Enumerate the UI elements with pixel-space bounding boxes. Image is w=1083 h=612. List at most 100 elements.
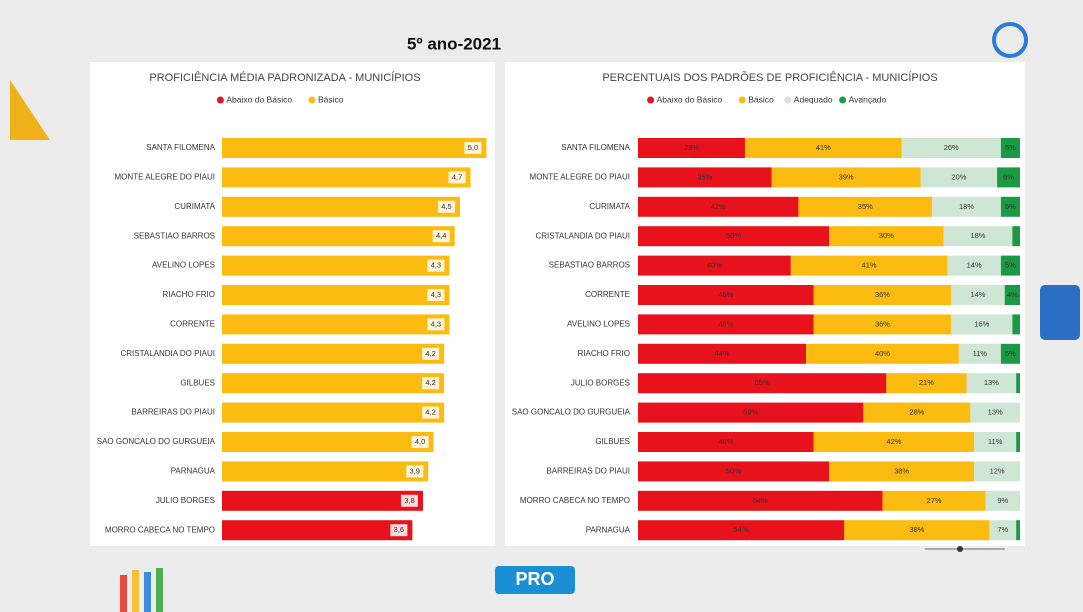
value-label: 6% [1003,172,1014,181]
bar-segment [638,196,799,217]
bar [222,196,460,217]
bar-segment [1012,314,1020,335]
value-label-box [422,347,440,360]
value-label: 40% [707,261,722,270]
value-label-box [464,142,482,154]
bar-segment [1016,373,1020,394]
bar-segment [790,255,948,276]
category-label: RIACHO FRIO [578,349,630,358]
value-label: 4,2 [425,349,435,358]
value-label: 36% [875,319,890,328]
value-label: 7% [997,525,1008,534]
value-label: 42% [886,437,901,446]
decor-magnifier [992,22,1028,58]
bar-segment [829,461,975,482]
value-label: 4,0 [415,437,425,446]
bar-segment [638,461,829,482]
value-label-box [422,377,440,390]
category-label: MORRO CABECA NO TEMPO [520,496,630,505]
value-label: 11% [973,349,988,358]
legend-label: Adequado [794,94,833,104]
bar-segment [951,314,1013,335]
bar-segment [638,373,887,394]
value-label: 28% [684,143,699,152]
legend-swatch [738,96,746,104]
slider-handle[interactable] [957,546,963,552]
category-label: SAO GONCALO DO GURGUEIA [97,437,216,446]
value-label: 46% [718,319,733,328]
bar [222,343,445,364]
value-label-box [427,289,445,301]
bar [222,432,434,452]
bar-segment [771,167,921,188]
value-label-box [427,318,445,331]
bar [222,520,413,541]
value-label-box [411,436,429,448]
legend-label: Básico [318,94,344,104]
value-label: 27% [927,496,942,505]
value-label: 46% [718,437,733,446]
value-label: 5,0 [468,143,478,152]
value-label-box [427,259,445,272]
value-label: 9% [997,496,1008,505]
bar-segment [638,314,814,335]
bar-segment [813,285,952,305]
legend-label: Básico [748,94,774,104]
category-label: AVELINO LOPES [152,261,215,270]
chart-title: PERCENTUAIS DOS PADRÕES DE PROFICIÊNCIA … [602,71,937,84]
category-label: AVELINO LOPES [567,320,630,329]
bar-segment [1012,226,1020,247]
decor-ruler [10,80,50,140]
bar-segment [798,196,933,217]
legend-label: Abaixo do Básico [226,94,292,104]
bar-segment [947,255,1001,276]
value-label: 20% [951,172,966,181]
category-label: BARREIRAS DO PIAUI [546,467,630,476]
legend-swatch [216,96,224,104]
decor-pencils [120,568,163,612]
bar-segment [1000,196,1020,217]
bar-segment [966,373,1017,394]
value-label: 44% [715,349,730,358]
bar-segment [829,226,944,247]
bar-segment [958,343,1001,364]
bar-segment [638,520,845,541]
value-label-box [400,494,418,507]
bar-segment [638,490,883,511]
chart-title: PROFICIÊNCIA MÉDIA PADRONIZADA - MUNICÍP… [149,71,420,84]
bar [222,461,429,482]
value-label-box [390,524,408,537]
value-label: 4,3 [431,290,441,299]
bar [222,490,423,511]
legend-swatch [784,96,792,104]
bar [222,373,445,394]
category-label: GILBUES [595,437,630,446]
bar-segment [970,402,1020,423]
category-label: JULIO BORGES [571,378,630,387]
value-label: 42% [711,202,726,211]
bar-segment [1000,343,1020,364]
category-label: GILBUES [180,378,215,387]
value-label: 21% [919,378,934,387]
bar-segment [638,255,791,276]
bar-segment [974,432,1017,452]
value-label-box [437,200,455,213]
value-label: 18% [959,202,974,211]
value-label: 3,8 [404,496,414,505]
bar-segment [997,167,1020,188]
value-label: 59% [743,408,758,417]
value-label: 50% [726,466,741,475]
value-label: 38% [909,525,924,534]
legend-label: Abaixo do Básico [657,94,723,104]
bar-segment [638,285,814,305]
category-label: SANTA FILOMENA [561,143,630,152]
bar-segment [951,285,1005,305]
bar-segment [813,432,975,452]
bar-segment [886,373,967,394]
bar-segment [920,167,998,188]
legend-swatch [308,96,316,104]
category-label: MORRO CABECA NO TEMPO [105,525,215,534]
value-label: 3,9 [410,466,420,475]
bar-segment [806,343,959,364]
value-label: 41% [862,261,877,270]
